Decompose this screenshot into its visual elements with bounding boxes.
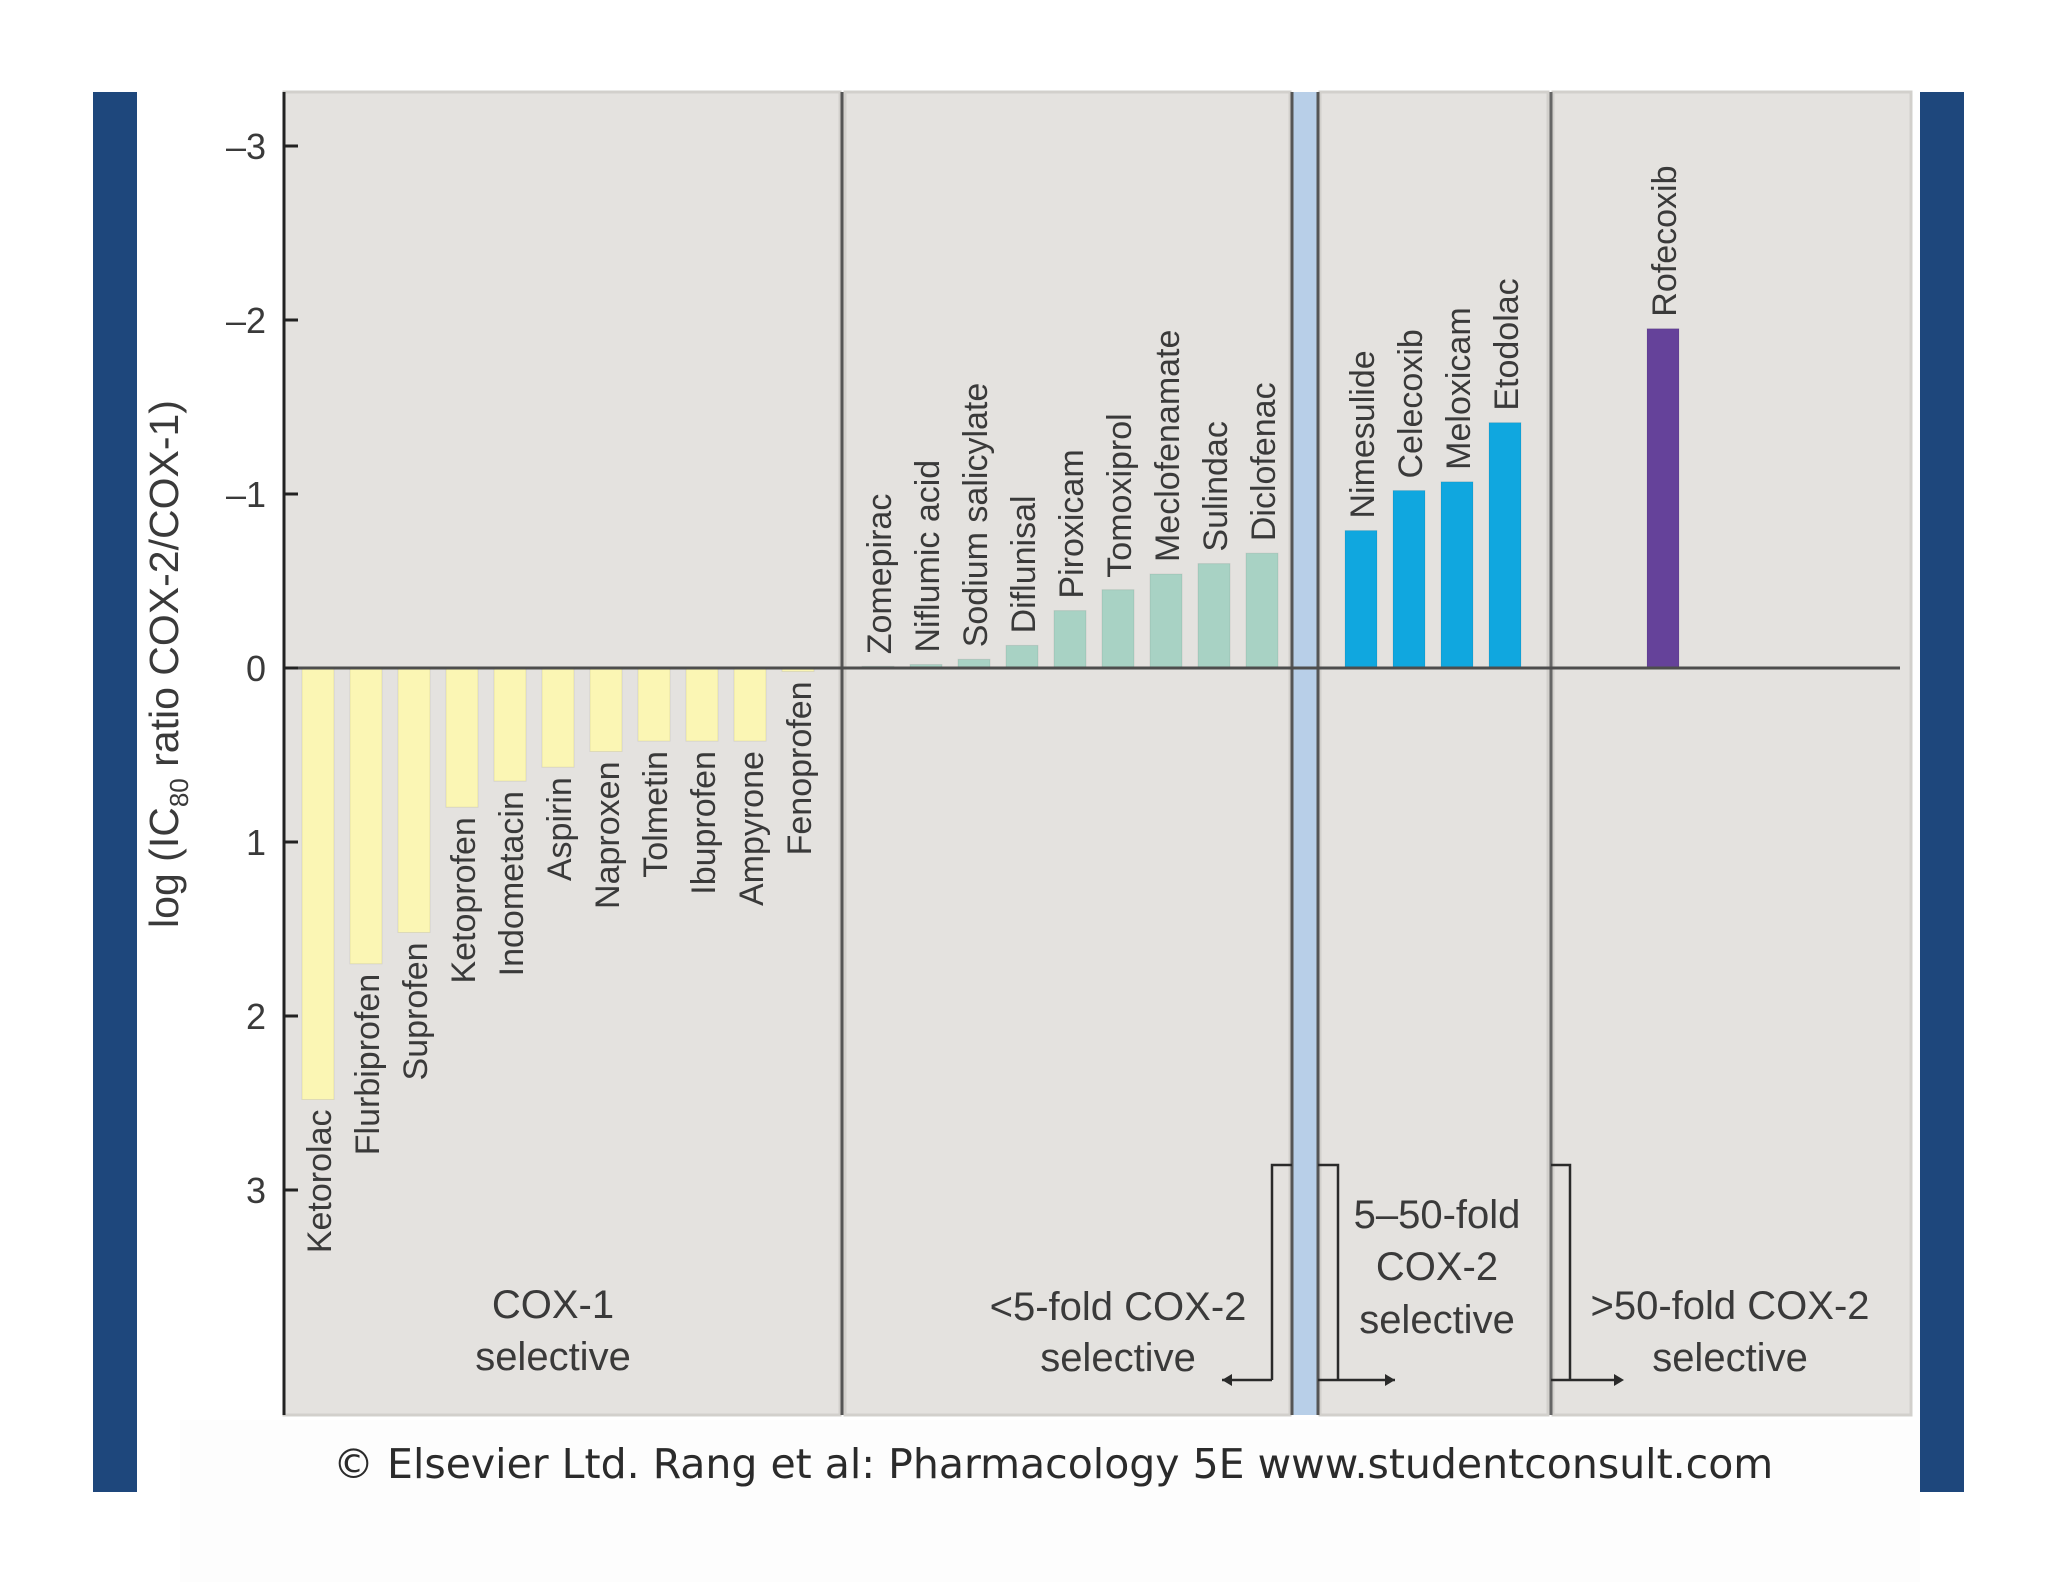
group-label: <5-fold COX-2 (990, 1285, 1247, 1329)
y-tick-label: 3 (246, 1170, 266, 1211)
bar-flurbiprofen (349, 667, 383, 965)
group-label: COX-1 (492, 1283, 614, 1327)
bar-nimesulide (1344, 530, 1378, 669)
bar-diflunisal (1005, 644, 1039, 669)
drug-label: Diclofenac (1245, 382, 1283, 541)
panel-3 (1318, 90, 1550, 1417)
drug-label: Zomepirac (861, 494, 899, 655)
bar-ketoprofen (445, 667, 479, 808)
y-tick-label: 0 (246, 648, 266, 689)
bracket-gt50 (1551, 1163, 1620, 1382)
bar-meloxicam (1440, 481, 1474, 669)
bar-diclofenac (1245, 552, 1279, 669)
drug-label: Ketoprofen (445, 817, 483, 983)
panel-2 (843, 90, 1292, 1417)
drug-label: Naproxen (589, 762, 627, 909)
drug-label: Nimesulide (1344, 350, 1382, 518)
left-frame-bar (93, 92, 137, 1492)
y-tick-label: –2 (226, 300, 266, 341)
bar-aspirin (541, 667, 575, 768)
drug-label: Rofecoxib (1646, 165, 1684, 316)
drug-label: Fenoprofen (781, 681, 819, 855)
bar-tolmetin (637, 667, 671, 742)
bar-indometacin (493, 667, 527, 782)
panel-4 (1551, 90, 1913, 1417)
group-label: selective (1040, 1336, 1196, 1380)
y-axis-label-subscript: 80 (164, 778, 194, 807)
y-tick-label: –1 (226, 474, 266, 515)
bar-ampyrone (733, 667, 767, 742)
arrowhead-gt50 (1614, 1374, 1624, 1386)
drug-label: Sodium salicylate (957, 383, 995, 648)
axis-layer: –3 –2 –1 0 1 2 3 (226, 92, 1900, 1415)
bar-naproxen (589, 667, 623, 753)
drug-label-layer: Ketorolac Flurbiprofen Suprofen Ketoprofen I… (301, 165, 1684, 1253)
bar-layer (301, 328, 1680, 1101)
footer-band (180, 1420, 1920, 1582)
drug-label: Piroxicam (1053, 449, 1091, 598)
group-label: 5–50-fold (1354, 1193, 1521, 1237)
right-frame-bar (1920, 92, 1964, 1492)
group-label: selective (475, 1335, 631, 1379)
group-label: COX-2 (1376, 1245, 1498, 1289)
copyright-credit: © Elsevier Ltd. Rang et al: Pharmacology… (333, 1440, 1774, 1488)
drug-label: Sulindac (1197, 421, 1235, 551)
group-label: selective (1359, 1298, 1515, 1342)
group-label-layer: COX-1 selective <5-fold COX-2 selective 5–50… (475, 1163, 1870, 1386)
drug-label: Tomoxiprol (1101, 413, 1139, 577)
drug-label: Suprofen (397, 942, 435, 1080)
arrowhead-lt5 (1222, 1374, 1232, 1386)
panel-layer (282, 90, 1913, 1417)
drug-label: Indometacin (493, 791, 531, 976)
bar-meclofenamate (1149, 573, 1183, 669)
bar-ibuprofen (685, 667, 719, 742)
drug-label: Meclofenamate (1149, 330, 1187, 562)
drug-label: Diflunisal (1005, 495, 1043, 633)
group-label: >50-fold COX-2 (1590, 1284, 1869, 1328)
drug-label: Aspirin (541, 777, 579, 881)
bar-suprofen (397, 667, 431, 933)
drug-label: Celecoxib (1392, 329, 1430, 478)
bar-celecoxib (1392, 490, 1426, 669)
bracket-lt5 (1270, 1163, 1340, 1380)
drug-label: Etodolac (1488, 278, 1526, 410)
y-axis-label-suffix: ratio COX-2/COX-1) (141, 400, 187, 778)
drug-label: Niflumic acid (909, 460, 947, 653)
y-tick-label: 1 (246, 822, 266, 863)
bar-etodolac (1488, 422, 1522, 669)
drug-label: Flurbiprofen (349, 974, 387, 1155)
drug-label: Meloxicam (1440, 307, 1478, 469)
drug-label: Ketorolac (301, 1110, 339, 1254)
y-axis-label-prefix: log (IC (141, 807, 187, 928)
y-axis-label: log (IC80 ratio COX-2/COX-1) (141, 400, 194, 928)
bar-sulindac (1197, 563, 1231, 669)
bar-ketorolac (301, 667, 335, 1101)
y-tick-label: 2 (246, 996, 266, 1037)
drug-label: Ibuprofen (685, 751, 723, 895)
drug-label: Tolmetin (637, 751, 675, 878)
bar-rofecoxib (1646, 328, 1680, 669)
group-label: selective (1652, 1336, 1808, 1380)
arrowhead-5-50 (1385, 1374, 1395, 1386)
drug-label: Ampyrone (733, 751, 771, 906)
bar-piroxicam (1053, 610, 1087, 669)
highlight-divider (1292, 92, 1318, 1415)
bar-tomoxiprol (1101, 589, 1135, 669)
y-tick-label: –3 (226, 126, 266, 167)
